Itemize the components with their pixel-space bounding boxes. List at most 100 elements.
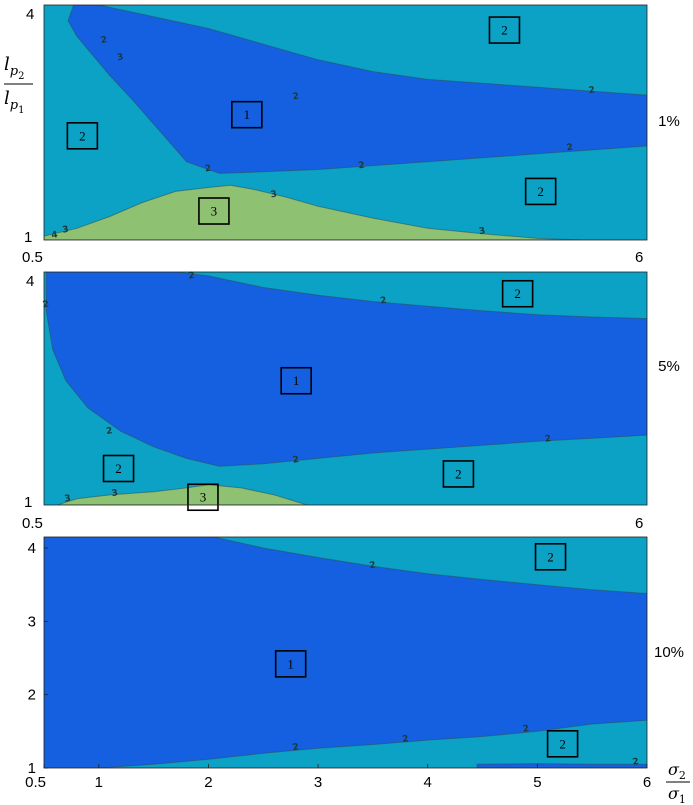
x-tick-label: 6 xyxy=(635,515,643,532)
x-tick-label: 2 xyxy=(204,774,212,791)
region-1b xyxy=(476,763,647,768)
contour-label: 4 xyxy=(51,230,59,241)
region-label-box: 2 xyxy=(534,542,567,571)
contour-label: 3 xyxy=(64,494,72,505)
region-box-frame xyxy=(198,197,230,225)
y-tick-label: 4 xyxy=(28,540,36,557)
region-label-box: 3 xyxy=(187,483,219,512)
contour-label: 2 xyxy=(566,142,574,153)
region-box-frame xyxy=(231,100,263,129)
region-box-label: 3 xyxy=(200,490,207,505)
plot-frame xyxy=(43,536,648,769)
y-tick-label: 3 xyxy=(28,613,36,630)
region-box-label: 2 xyxy=(514,286,521,301)
region-box-frame xyxy=(187,483,219,512)
region-box-frame xyxy=(66,122,99,150)
region-box-frame xyxy=(488,16,521,44)
panel-percentage-label: 5% xyxy=(658,358,680,375)
region-label-box: 2 xyxy=(501,279,534,308)
y-tick-label: 1 xyxy=(24,229,32,246)
x-label-denominator: σ1 xyxy=(668,784,686,805)
region-1 xyxy=(44,537,647,768)
x-tick-label: 1 xyxy=(95,774,103,791)
region-box-frame xyxy=(524,177,557,206)
x-tick-label: 5 xyxy=(533,774,541,791)
contour-label: 3 xyxy=(478,226,486,237)
region-3 xyxy=(44,184,582,240)
contour-label: 2 xyxy=(544,434,552,445)
region-box-frame xyxy=(280,366,312,395)
region-label-box: 2 xyxy=(66,122,99,150)
contour-label: 2 xyxy=(522,724,530,735)
region-label-box: 2 xyxy=(442,460,475,488)
y-label-denominator: lp1 xyxy=(4,88,24,116)
region-label-box: 3 xyxy=(198,197,230,225)
x-tick-label: 3 xyxy=(314,774,322,791)
y-tick-label: 1 xyxy=(24,494,32,511)
region-label-box: 2 xyxy=(102,454,135,483)
x-tick-label: 0.5 xyxy=(22,249,43,266)
y-label-numerator: lp2 xyxy=(4,54,24,82)
regions xyxy=(45,272,647,505)
region-box-label: 1 xyxy=(244,107,251,122)
plot-frame xyxy=(43,271,648,506)
regions xyxy=(44,5,647,240)
contour-label: 3 xyxy=(62,225,70,236)
contour-label: 2 xyxy=(105,426,113,437)
region-1 xyxy=(67,5,647,174)
region-1 xyxy=(45,272,647,467)
x-tick-label: 6 xyxy=(635,249,643,266)
contour-label: 3 xyxy=(111,488,119,499)
x-tick-label: 0.5 xyxy=(22,515,43,532)
contour-label: 2 xyxy=(632,757,640,768)
panel-percentage-label: 1% xyxy=(658,113,680,130)
contour-label: 3 xyxy=(116,52,124,63)
contour-label: 2 xyxy=(401,734,409,745)
region-box-frame xyxy=(546,729,579,758)
region-box-frame xyxy=(102,454,135,483)
x-tick-label: 4 xyxy=(424,774,432,791)
y-tick-label: 2 xyxy=(28,687,36,704)
region-label-box: 1 xyxy=(231,100,263,129)
region-3 xyxy=(57,484,308,505)
panel-percentage-label: 10% xyxy=(654,644,684,661)
contour-label: 2 xyxy=(204,164,212,175)
region-box-frame xyxy=(534,542,567,571)
region-box-label: 2 xyxy=(559,736,566,751)
contour-label: 3 xyxy=(270,189,278,200)
regions xyxy=(44,537,647,768)
region-box-label: 2 xyxy=(537,184,544,199)
contour-label: 2 xyxy=(369,560,377,571)
region-label-box: 2 xyxy=(546,729,579,758)
region-box-label: 1 xyxy=(287,656,294,671)
x-label-numerator: σ2 xyxy=(668,760,686,782)
region-box-frame xyxy=(442,460,475,488)
y-tick-label: 4 xyxy=(26,6,34,23)
y-tick-label: 4 xyxy=(26,273,34,290)
contour-label: 2 xyxy=(588,85,596,96)
region-label-box: 1 xyxy=(280,366,312,395)
region-box-frame xyxy=(501,279,534,308)
region-box-label: 3 xyxy=(211,204,218,219)
region-box-label: 2 xyxy=(547,549,554,564)
y-tick-label: 1 xyxy=(28,760,36,777)
region-label-box: 2 xyxy=(488,16,521,44)
plot-frame xyxy=(43,4,648,241)
region-label-box: 2 xyxy=(524,177,557,206)
contour-label: 2 xyxy=(292,455,300,466)
region-box-label: 2 xyxy=(455,466,462,481)
region-box-label: 1 xyxy=(293,373,300,388)
region-box-label: 2 xyxy=(115,461,122,476)
contour-label: 2 xyxy=(100,35,108,46)
region-box-frame xyxy=(274,650,307,678)
region-box-label: 2 xyxy=(79,128,86,143)
contour-label: 2 xyxy=(380,296,388,307)
contour-label: 2 xyxy=(292,742,300,753)
region-label-box: 1 xyxy=(274,650,307,678)
x-tick-label: 0.5 xyxy=(25,774,46,791)
region-box-label: 2 xyxy=(501,23,508,38)
